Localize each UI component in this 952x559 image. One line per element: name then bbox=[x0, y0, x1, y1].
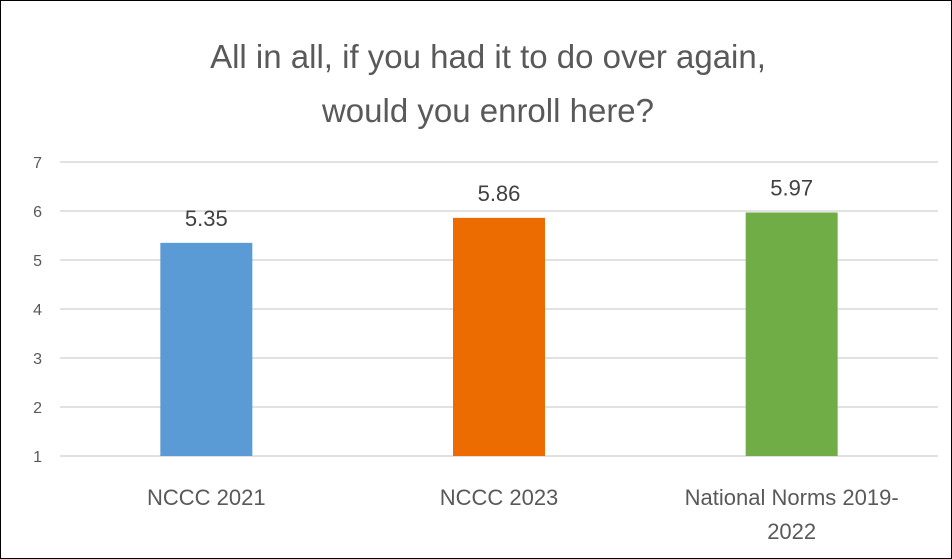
y-tick-label: 3 bbox=[33, 351, 42, 368]
bar bbox=[453, 217, 545, 456]
x-tick-label: 2022 bbox=[767, 519, 816, 544]
y-tick-label: 6 bbox=[33, 204, 42, 221]
y-tick-label: 1 bbox=[33, 449, 42, 466]
x-tick-label: NCCC 2021 bbox=[147, 485, 266, 510]
bar bbox=[745, 212, 838, 456]
chart-title: All in all, if you had it to do over aga… bbox=[0, 30, 952, 138]
y-tick-label: 5 bbox=[33, 253, 42, 270]
bar bbox=[160, 242, 253, 456]
x-tick-label: NCCC 2023 bbox=[440, 485, 559, 510]
y-tick-label: 7 bbox=[33, 155, 42, 172]
chart-title-line-2: would you enroll here? bbox=[321, 92, 655, 129]
chart-title-line-1: All in all, if you had it to do over aga… bbox=[210, 38, 766, 75]
y-tick-label: 2 bbox=[33, 400, 42, 417]
x-tick-label: National Norms 2019- bbox=[685, 485, 899, 510]
y-tick-label: 4 bbox=[33, 302, 42, 319]
data-label: 5.97 bbox=[770, 175, 813, 200]
data-label: 5.86 bbox=[478, 181, 521, 206]
data-label: 5.35 bbox=[185, 206, 228, 231]
